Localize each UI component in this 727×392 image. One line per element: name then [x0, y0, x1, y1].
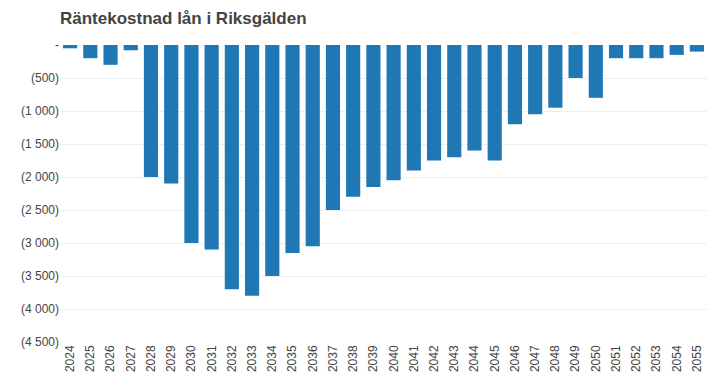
svg-text:2052: 2052 [629, 345, 643, 372]
svg-text:2034: 2034 [265, 345, 279, 372]
svg-text:2053: 2053 [649, 345, 663, 372]
svg-text:2042: 2042 [427, 345, 441, 372]
svg-text:2049: 2049 [568, 345, 582, 372]
svg-text:2033: 2033 [245, 345, 259, 372]
svg-text:(4 000): (4 000) [21, 302, 59, 316]
svg-text:2047: 2047 [528, 345, 542, 372]
svg-text:(4 500): (4 500) [21, 335, 59, 349]
svg-text:2027: 2027 [124, 345, 138, 372]
svg-text:2032: 2032 [225, 345, 239, 372]
svg-text:2050: 2050 [589, 345, 603, 372]
svg-text:2043: 2043 [447, 345, 461, 372]
svg-text:(3 000): (3 000) [21, 236, 59, 250]
svg-text:2036: 2036 [306, 345, 320, 372]
svg-text:2048: 2048 [548, 345, 562, 372]
svg-text:2037: 2037 [326, 345, 340, 372]
svg-text:(1 500): (1 500) [21, 137, 59, 151]
svg-text:2039: 2039 [366, 345, 380, 372]
svg-text:(2 000): (2 000) [21, 170, 59, 184]
svg-text:2026: 2026 [103, 345, 117, 372]
svg-text:2040: 2040 [387, 345, 401, 372]
svg-text:Räntekostnad lån i Riksgälden: Räntekostnad lån i Riksgälden [60, 9, 307, 28]
svg-text:2035: 2035 [285, 345, 299, 372]
svg-text:2051: 2051 [609, 345, 623, 372]
svg-text:2025: 2025 [83, 345, 97, 372]
svg-text:2038: 2038 [346, 345, 360, 372]
svg-text:(3 500): (3 500) [21, 269, 59, 283]
svg-text:2045: 2045 [488, 345, 502, 372]
svg-text:2031: 2031 [205, 345, 219, 372]
svg-text:-: - [55, 38, 59, 52]
svg-text:2054: 2054 [670, 345, 684, 372]
svg-text:2044: 2044 [467, 345, 481, 372]
svg-text:2055: 2055 [690, 345, 704, 372]
svg-text:2046: 2046 [508, 345, 522, 372]
svg-text:(500): (500) [31, 71, 59, 85]
svg-text:2030: 2030 [184, 345, 198, 372]
svg-text:(2 500): (2 500) [21, 203, 59, 217]
svg-text:2028: 2028 [144, 345, 158, 372]
svg-text:(1 000): (1 000) [21, 104, 59, 118]
svg-text:2029: 2029 [164, 345, 178, 372]
svg-text:2041: 2041 [407, 345, 421, 372]
svg-text:2024: 2024 [63, 345, 77, 372]
